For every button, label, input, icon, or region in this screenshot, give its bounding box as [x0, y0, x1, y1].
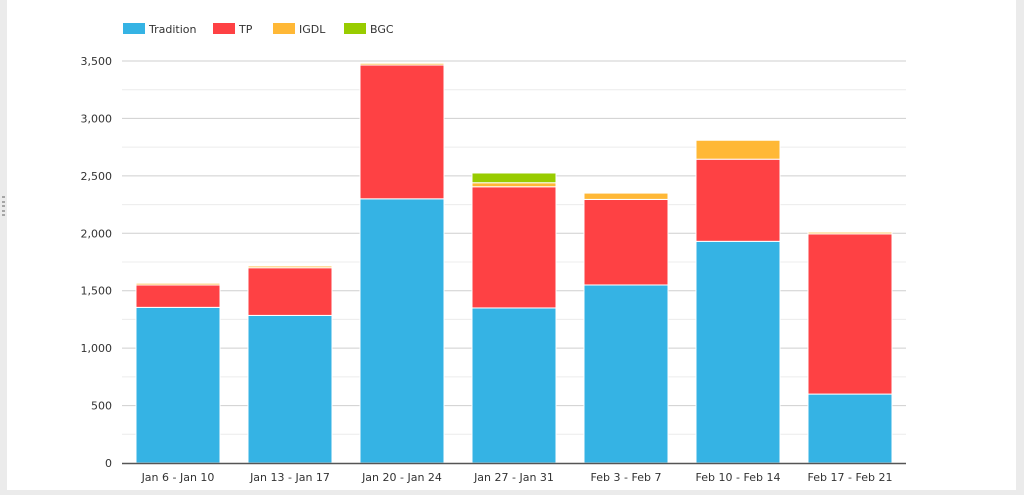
- bar-stack[interactable]: [359, 62, 445, 464]
- bar-segment-tradition[interactable]: [247, 314, 333, 464]
- legend-label: TP: [238, 23, 253, 36]
- bar-segment-tp[interactable]: [247, 267, 333, 316]
- bar-segment-tradition[interactable]: [583, 284, 669, 464]
- legend-item-tradition[interactable]: Tradition: [123, 23, 197, 36]
- bar-segment-tradition[interactable]: [695, 240, 781, 464]
- bar-stack[interactable]: [583, 192, 669, 464]
- bar-segment-tp[interactable]: [695, 158, 781, 242]
- x-tick-label: Jan 20 - Jan 24: [361, 471, 442, 484]
- bar-segment-bgc[interactable]: [471, 172, 557, 184]
- bar-segment-tradition[interactable]: [135, 306, 221, 464]
- bar-stack[interactable]: [471, 172, 557, 464]
- legend-item-bgc[interactable]: BGC: [344, 23, 394, 36]
- bar-segment-tp[interactable]: [359, 64, 445, 200]
- x-tick-label: Feb 10 - Feb 14: [696, 471, 781, 484]
- y-axis-ticks: 0 500 1,000 1,500 2,000 2,500 3,000 3,500: [81, 55, 113, 470]
- bar-stack[interactable]: [247, 265, 333, 464]
- bar-segment-tp[interactable]: [807, 233, 893, 395]
- y-tick-label: 3,000: [81, 112, 113, 125]
- y-tick-label: 500: [91, 400, 112, 413]
- bottom-panel-edge: [0, 490, 1024, 495]
- bar-segment-tp[interactable]: [583, 198, 669, 286]
- legend-swatch: [344, 23, 366, 34]
- y-tick-label: 2,500: [81, 170, 113, 183]
- bar-segment-tp[interactable]: [471, 186, 557, 309]
- bar-segment-tradition[interactable]: [471, 307, 557, 464]
- bar-segment-igdl[interactable]: [695, 139, 781, 160]
- y-tick-label: 3,500: [81, 55, 113, 68]
- bar-segment-igdl[interactable]: [807, 231, 893, 235]
- chart-bars: [135, 62, 893, 464]
- bar-segment-igdl[interactable]: [359, 62, 445, 66]
- x-tick-label: Feb 17 - Feb 21: [808, 471, 893, 484]
- chart-legend: Tradition TP IGDL BGC: [123, 23, 394, 36]
- bar-segment-tp[interactable]: [135, 284, 221, 308]
- x-tick-label: Jan 6 - Jan 10: [141, 471, 215, 484]
- legend-swatch: [273, 23, 295, 34]
- y-tick-label: 1,000: [81, 342, 113, 355]
- y-tick-label: 1,500: [81, 285, 113, 298]
- bar-segment-igdl[interactable]: [583, 192, 669, 200]
- x-tick-label: Jan 13 - Jan 17: [249, 471, 330, 484]
- x-tick-label: Jan 27 - Jan 31: [473, 471, 554, 484]
- bar-segment-igdl[interactable]: [135, 282, 221, 286]
- y-tick-label: 2,000: [81, 227, 113, 240]
- bar-segment-igdl[interactable]: [471, 182, 557, 188]
- legend-swatch: [213, 23, 235, 34]
- bar-stack[interactable]: [695, 139, 781, 464]
- y-tick-label: 0: [105, 457, 112, 470]
- legend-item-igdl[interactable]: IGDL: [273, 23, 326, 36]
- bar-segment-tradition[interactable]: [359, 198, 445, 464]
- legend-label: BGC: [370, 23, 394, 36]
- bar-stack[interactable]: [807, 231, 893, 464]
- resize-grip-icon[interactable]: [1, 196, 6, 216]
- legend-swatch: [123, 23, 145, 34]
- legend-label: Tradition: [148, 23, 197, 36]
- bar-segment-igdl[interactable]: [247, 265, 333, 269]
- left-panel-edge: [0, 0, 7, 495]
- x-tick-label: Feb 3 - Feb 7: [591, 471, 662, 484]
- x-axis: Jan 6 - Jan 10 Jan 13 - Jan 17 Jan 20 - Ja…: [122, 462, 906, 484]
- bar-stack[interactable]: [135, 282, 221, 464]
- right-panel-edge: [1016, 0, 1024, 495]
- legend-item-tp[interactable]: TP: [213, 23, 253, 36]
- bar-segment-tradition[interactable]: [807, 393, 893, 464]
- legend-label: IGDL: [299, 23, 326, 36]
